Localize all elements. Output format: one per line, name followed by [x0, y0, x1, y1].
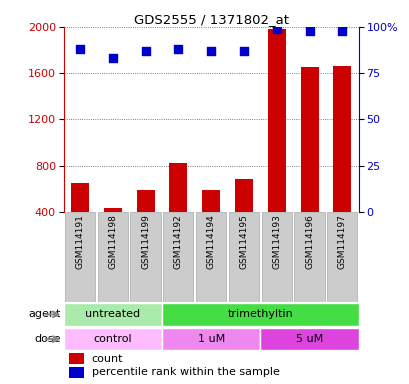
Text: GSM114192: GSM114192 [173, 214, 182, 269]
FancyBboxPatch shape [63, 303, 162, 326]
Point [273, 26, 279, 32]
Text: trimethyltin: trimethyltin [227, 310, 292, 319]
Text: count: count [91, 354, 123, 364]
Text: GSM114196: GSM114196 [304, 214, 313, 269]
FancyBboxPatch shape [130, 212, 160, 302]
Point [207, 48, 214, 54]
Text: GSM114199: GSM114199 [141, 214, 150, 269]
Text: GSM114193: GSM114193 [272, 214, 281, 269]
FancyBboxPatch shape [228, 212, 258, 302]
FancyBboxPatch shape [65, 212, 95, 302]
Text: dose: dose [34, 334, 61, 344]
Point [240, 48, 247, 54]
FancyBboxPatch shape [163, 212, 193, 302]
Point [76, 46, 83, 52]
Text: GSM114194: GSM114194 [206, 214, 215, 269]
Text: GSM114197: GSM114197 [337, 214, 346, 269]
FancyBboxPatch shape [97, 212, 128, 302]
Bar [103, 208, 121, 212]
Text: GSM114198: GSM114198 [108, 214, 117, 269]
FancyBboxPatch shape [326, 212, 357, 302]
FancyBboxPatch shape [162, 328, 260, 351]
Point [142, 48, 148, 54]
Bar [267, 29, 285, 212]
Point [306, 28, 312, 34]
FancyBboxPatch shape [196, 212, 226, 302]
Point [109, 55, 116, 61]
Text: GSM114191: GSM114191 [75, 214, 84, 269]
FancyBboxPatch shape [260, 328, 358, 351]
Bar [234, 179, 252, 212]
Bar [71, 183, 89, 212]
Title: GDS2555 / 1371802_at: GDS2555 / 1371802_at [133, 13, 288, 26]
Text: 5 uM: 5 uM [295, 334, 322, 344]
Text: 1 uM: 1 uM [197, 334, 224, 344]
Bar [300, 67, 318, 212]
FancyBboxPatch shape [294, 212, 324, 302]
FancyBboxPatch shape [261, 212, 291, 302]
Bar [169, 163, 187, 212]
Bar [333, 66, 351, 212]
Text: percentile rank within the sample: percentile rank within the sample [91, 367, 279, 377]
Bar [69, 367, 84, 378]
FancyBboxPatch shape [63, 328, 162, 351]
Text: untreated: untreated [85, 310, 140, 319]
Text: agent: agent [28, 310, 61, 319]
FancyBboxPatch shape [162, 303, 358, 326]
Bar [202, 190, 220, 212]
Point [175, 46, 181, 52]
Point [338, 28, 345, 34]
Bar [69, 353, 84, 364]
Bar [136, 190, 154, 212]
Text: GSM114195: GSM114195 [239, 214, 248, 269]
Text: control: control [93, 334, 132, 344]
